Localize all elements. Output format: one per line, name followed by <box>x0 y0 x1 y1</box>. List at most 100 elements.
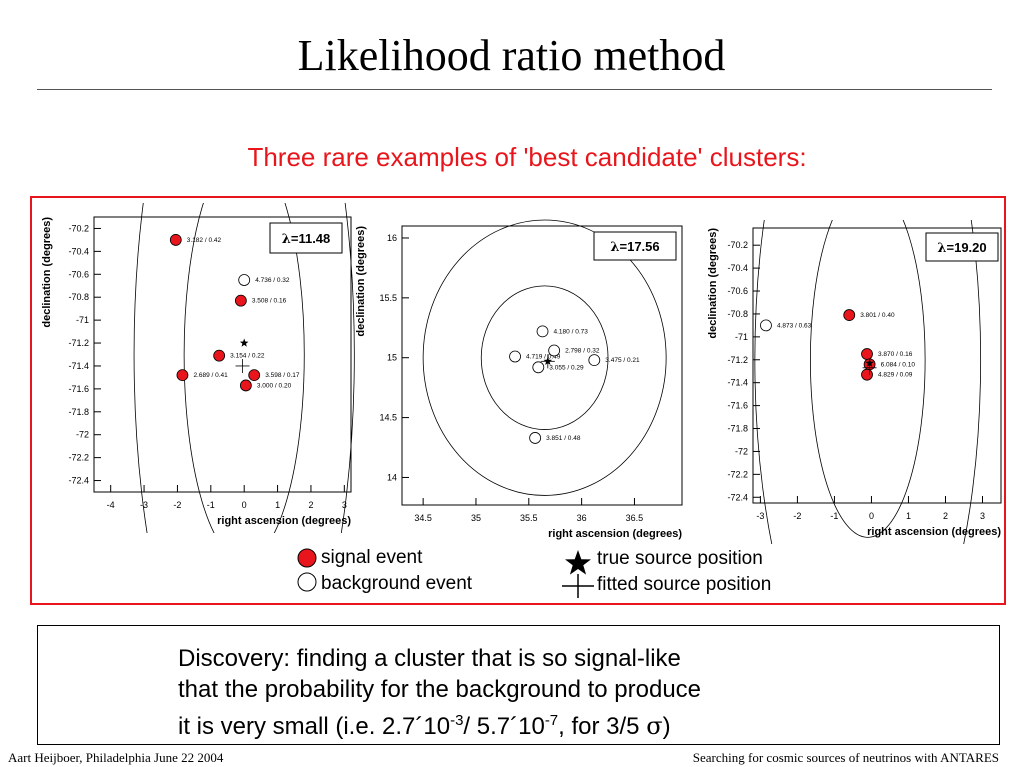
legend-fitted-source-label: fitted source position <box>597 574 772 595</box>
plots-frame <box>30 196 1006 605</box>
y-tick-label: -71 <box>735 332 748 342</box>
y-tick-label: 15 <box>387 353 397 363</box>
x-tick-label: -3 <box>140 500 148 510</box>
x-tick-label: -3 <box>756 511 764 521</box>
event-label: 3.055 / 0.29 <box>549 364 584 371</box>
inner-circle <box>183 203 305 533</box>
x-tick-label: 2 <box>943 511 948 521</box>
discovery-exp-2: -7 <box>544 712 559 729</box>
x-tick-label: 3 <box>342 500 347 510</box>
y-tick-label: 14 <box>387 472 397 482</box>
outer-circle <box>133 203 355 533</box>
signal-event-marker <box>861 348 873 360</box>
slide-subtitle: Three rare examples of 'best candidate' … <box>247 142 807 172</box>
background-event-icon <box>297 572 317 592</box>
y-tick-label: -72 <box>735 446 748 456</box>
discovery-pre: it is very small (i.e. 2.7´10 <box>178 713 451 740</box>
x-axis-label: right ascension (degrees) <box>217 515 351 527</box>
y-tick-label: -71 <box>76 315 89 325</box>
x-tick-label: 36 <box>577 513 587 523</box>
background-event-marker <box>760 319 772 332</box>
x-tick-label: -1 <box>207 500 215 510</box>
y-tick-label: -72.4 <box>68 476 89 486</box>
x-tick-label: 36.5 <box>626 513 644 523</box>
y-tick-label: -70.2 <box>727 240 748 250</box>
x-axis-label: right ascension (degrees) <box>867 526 1001 538</box>
signal-event-marker <box>248 369 261 382</box>
y-tick-label: -71.8 <box>68 407 89 417</box>
footer-author: Aart Heijboer, Philadelphia June 22 2004 <box>8 750 224 765</box>
signal-event-marker <box>239 379 252 392</box>
y-tick-label: 14.5 <box>379 413 397 423</box>
lambda-value: λ=19.20 <box>937 240 986 256</box>
true-source-star-icon <box>565 550 591 575</box>
legend-background-label: background event <box>321 573 473 594</box>
x-tick-label: 0 <box>242 500 247 510</box>
event-label: 3.182 / 0.42 <box>187 237 222 244</box>
discovery-mid: / 5.7´10 <box>463 713 545 740</box>
discovery-exp-1: -3 <box>450 712 464 729</box>
x-tick-label: -2 <box>793 511 801 521</box>
x-tick-label: 35 <box>471 513 481 523</box>
y-tick-label: 16 <box>387 233 397 243</box>
y-tick-label: -71.4 <box>68 361 89 371</box>
y-tick-label: -70.2 <box>68 223 89 233</box>
footer-title: Searching for cosmic sources of neutrino… <box>692 750 999 765</box>
signal-event-marker <box>843 309 856 321</box>
signal-event-marker <box>176 369 189 382</box>
y-tick-label: -71.2 <box>68 338 89 348</box>
true-source-star <box>543 356 553 365</box>
y-tick-label: -70.8 <box>727 309 748 319</box>
x-tick-label: 1 <box>906 511 911 521</box>
inner-circle <box>809 220 926 538</box>
y-tick-label: -71.6 <box>727 401 748 411</box>
event-label: 6.084 / 0.10 <box>881 361 916 368</box>
y-axis-label: declination (degrees) <box>707 228 719 339</box>
y-axis-label: declination (degrees) <box>355 226 367 337</box>
background-event-marker <box>588 354 601 367</box>
y-tick-label: -70.4 <box>68 246 89 256</box>
y-tick-label: -72 <box>76 430 89 440</box>
true-source-star <box>239 338 249 347</box>
event-label: 4.873 / 0.63 <box>777 322 812 329</box>
discovery-line-2: that the probability for the background … <box>178 676 702 703</box>
event-label: 3.801 / 0.40 <box>860 312 895 319</box>
signal-event-marker <box>213 349 226 362</box>
legend-icons-right <box>562 550 594 598</box>
event-label: 3.475 / 0.21 <box>605 357 640 364</box>
x-tick-label: 2 <box>308 500 313 510</box>
x-tick-label: 0 <box>869 511 874 521</box>
y-axis-label: declination (degrees) <box>41 217 53 328</box>
plot-frame <box>752 227 1002 504</box>
legend-signal-label: signal event <box>321 547 423 568</box>
background-event-marker <box>238 274 251 286</box>
signal-event-marker <box>169 234 182 246</box>
true-source-star <box>865 358 874 367</box>
event-label: 3.000 / 0.20 <box>257 382 292 389</box>
inner-circle <box>480 285 609 430</box>
y-tick-label: 15.5 <box>379 293 397 303</box>
sigma-symbol: σ <box>646 712 663 740</box>
y-tick-label: -70.8 <box>68 292 89 302</box>
signal-event-marker <box>234 294 247 307</box>
discovery-line-1: Discovery: finding a cluster that is so … <box>178 645 681 672</box>
event-label: 4.736 / 0.32 <box>255 277 290 284</box>
x-axis-label: right ascension (degrees) <box>548 528 682 540</box>
y-tick-label: -72.4 <box>727 492 748 502</box>
discovery-line-3: it is very small (i.e. 2.7´10-3/ 5.7´10-… <box>178 705 898 742</box>
y-tick-label: -70.6 <box>68 269 89 279</box>
y-tick-label: -71.2 <box>727 355 748 365</box>
outer-circle <box>422 219 667 496</box>
legend-true-source-label: true source position <box>597 548 763 569</box>
x-tick-label: -4 <box>107 500 115 510</box>
y-tick-label: -72.2 <box>68 453 89 463</box>
x-tick-label: -2 <box>173 500 181 510</box>
lambda-value: λ=11.48 <box>282 231 331 247</box>
event-label: 3.598 / 0.17 <box>265 372 300 379</box>
outer-circle <box>754 220 982 544</box>
cluster-plot-1: -4 -3 -2 -1 0 1 2 3 -70.2 -70.4 -70.6 -70.8 -71 -71.2… <box>41 203 355 533</box>
signal-event-marker <box>861 368 873 381</box>
background-event-marker <box>509 350 521 363</box>
discovery-post: , for 3/5 <box>558 713 647 740</box>
x-tick-label: -1 <box>830 511 838 521</box>
